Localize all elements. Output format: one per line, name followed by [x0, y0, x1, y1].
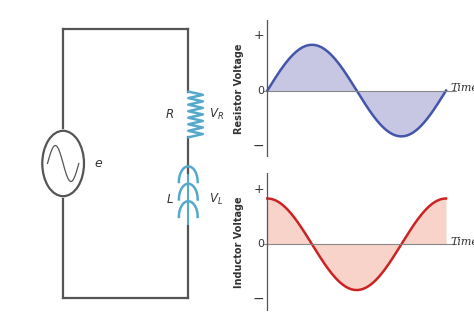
Text: +: + [253, 29, 264, 42]
Text: −: − [252, 139, 264, 152]
Text: +: + [253, 183, 264, 196]
Text: $V_R$: $V_R$ [209, 107, 224, 122]
Text: Time: Time [450, 83, 474, 93]
Text: $e$: $e$ [94, 157, 103, 170]
Text: Inductor Voltage: Inductor Voltage [234, 196, 245, 288]
Text: $R$: $R$ [164, 108, 173, 121]
Text: Resistor Voltage: Resistor Voltage [234, 43, 245, 133]
Text: $V_L$: $V_L$ [209, 192, 223, 207]
Text: 0: 0 [257, 86, 264, 95]
Text: 0: 0 [257, 239, 264, 249]
Text: −: − [252, 292, 264, 306]
Text: Time: Time [450, 237, 474, 247]
Text: $L$: $L$ [166, 193, 173, 206]
